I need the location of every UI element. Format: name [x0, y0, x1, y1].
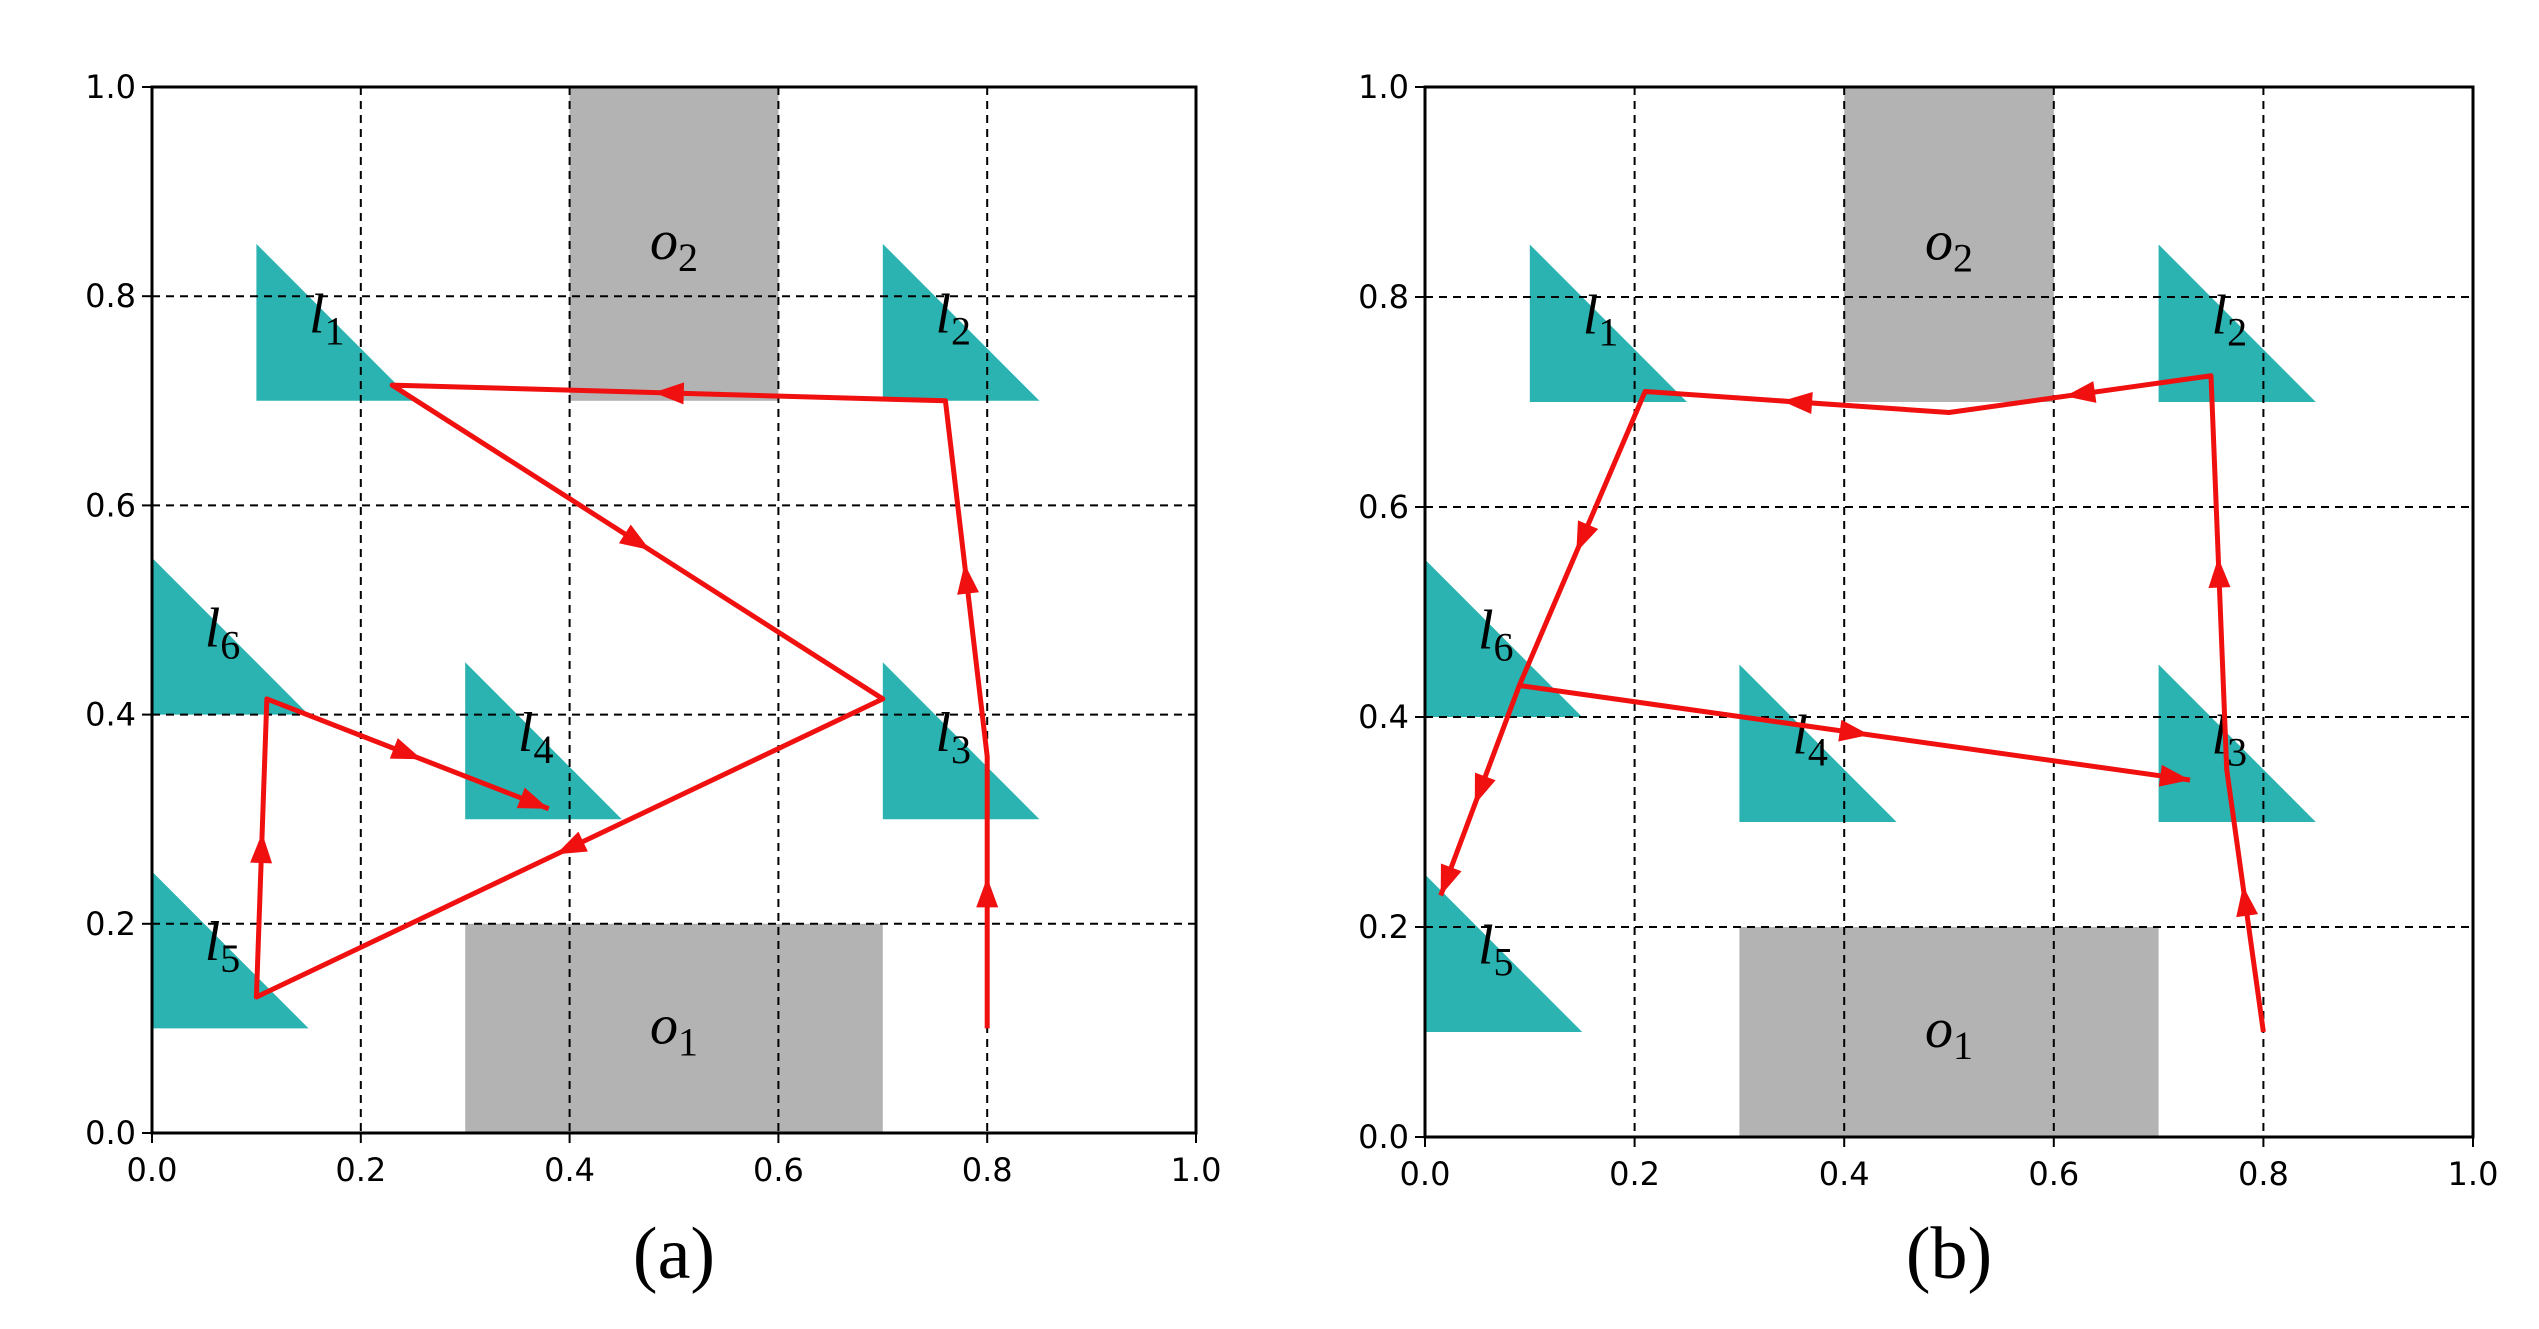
region-label: o1 [650, 994, 698, 1064]
region-label: l6 [1478, 600, 1514, 670]
arrowhead [516, 787, 549, 809]
arrowhead [2236, 885, 2259, 918]
landmark [1529, 244, 1687, 402]
region-label: o2 [1925, 211, 1973, 281]
arrowhead [1440, 863, 1462, 896]
x-tick-label: 0.8 [2238, 1155, 2289, 1193]
region-label: l5 [205, 911, 241, 981]
region-label: o2 [650, 210, 698, 280]
region-label: l3 [935, 702, 971, 772]
obstacle [1844, 87, 2054, 402]
arrowhead [1474, 772, 1496, 805]
y-tick-label: 1.0 [1358, 68, 1409, 106]
landmark [882, 662, 1040, 820]
landmark [1425, 874, 1583, 1032]
landmark [882, 243, 1040, 401]
region-label: o1 [1925, 998, 1973, 1068]
obstacle [569, 87, 779, 401]
caption: (a) [633, 1213, 715, 1295]
region-label: l4 [518, 702, 554, 772]
arrowhead [653, 382, 685, 405]
arrowhead [1782, 392, 1813, 415]
x-tick-label: 0.2 [335, 1151, 386, 1189]
landmark [2158, 244, 2316, 402]
x-tick-label: 0.2 [1609, 1155, 1660, 1193]
y-tick-label: 0.0 [1358, 1118, 1409, 1156]
obstacle [465, 923, 883, 1133]
y-tick-label: 0.8 [1358, 278, 1409, 316]
arrowhead [618, 524, 651, 551]
region-label: l4 [1792, 705, 1828, 775]
x-tick-label: 1.0 [1171, 1151, 1222, 1189]
landmark [256, 243, 413, 401]
region-label: l3 [2212, 705, 2248, 775]
arrowhead [556, 831, 588, 855]
y-tick-label: 0.8 [85, 277, 136, 315]
y-tick-label: 0.2 [1358, 908, 1409, 946]
landmark [1425, 559, 1583, 717]
arrowhead [250, 832, 273, 864]
landmark [465, 662, 622, 820]
x-tick-label: 0.0 [127, 1151, 178, 1189]
x-tick-label: 0.6 [2028, 1155, 2079, 1193]
y-tick-label: 0.4 [1358, 698, 1409, 736]
obstacle [1739, 927, 2159, 1137]
arrowhead [976, 877, 999, 908]
arrowhead [1576, 520, 1599, 553]
arrowhead [2158, 764, 2191, 787]
caption: (b) [1906, 1213, 1992, 1295]
landmark [152, 557, 309, 715]
landmark [1739, 664, 1897, 822]
arrowhead [1838, 719, 1870, 742]
region-label: l5 [1478, 915, 1514, 985]
y-tick-label: 1.0 [85, 68, 136, 106]
y-tick-label: 0.6 [85, 486, 136, 524]
region-label: l1 [1583, 285, 1619, 355]
arrowhead [389, 738, 422, 760]
axes-frame [150, 85, 1198, 1135]
y-tick-label: 0.0 [85, 1114, 136, 1152]
x-tick-label: 0.6 [753, 1151, 804, 1189]
region-label: l2 [935, 284, 971, 354]
region-label: l1 [309, 284, 345, 354]
arrowhead [2065, 381, 2097, 403]
y-tick-label: 0.4 [85, 696, 136, 734]
region-label: l2 [2212, 285, 2248, 355]
x-tick-label: 1.0 [2448, 1155, 2499, 1193]
x-tick-label: 0.4 [544, 1151, 595, 1189]
axes-frame [1423, 85, 2475, 1139]
x-tick-label: 0.4 [1819, 1155, 1870, 1193]
x-tick-label: 0.8 [962, 1151, 1013, 1189]
arrowhead [2208, 557, 2231, 589]
x-tick-label: 0.0 [1400, 1155, 1451, 1193]
y-tick-label: 0.2 [85, 905, 136, 943]
region-label: l6 [205, 597, 241, 667]
landmark [2158, 664, 2316, 822]
y-tick-label: 0.6 [1358, 488, 1409, 526]
arrowhead [957, 563, 979, 595]
